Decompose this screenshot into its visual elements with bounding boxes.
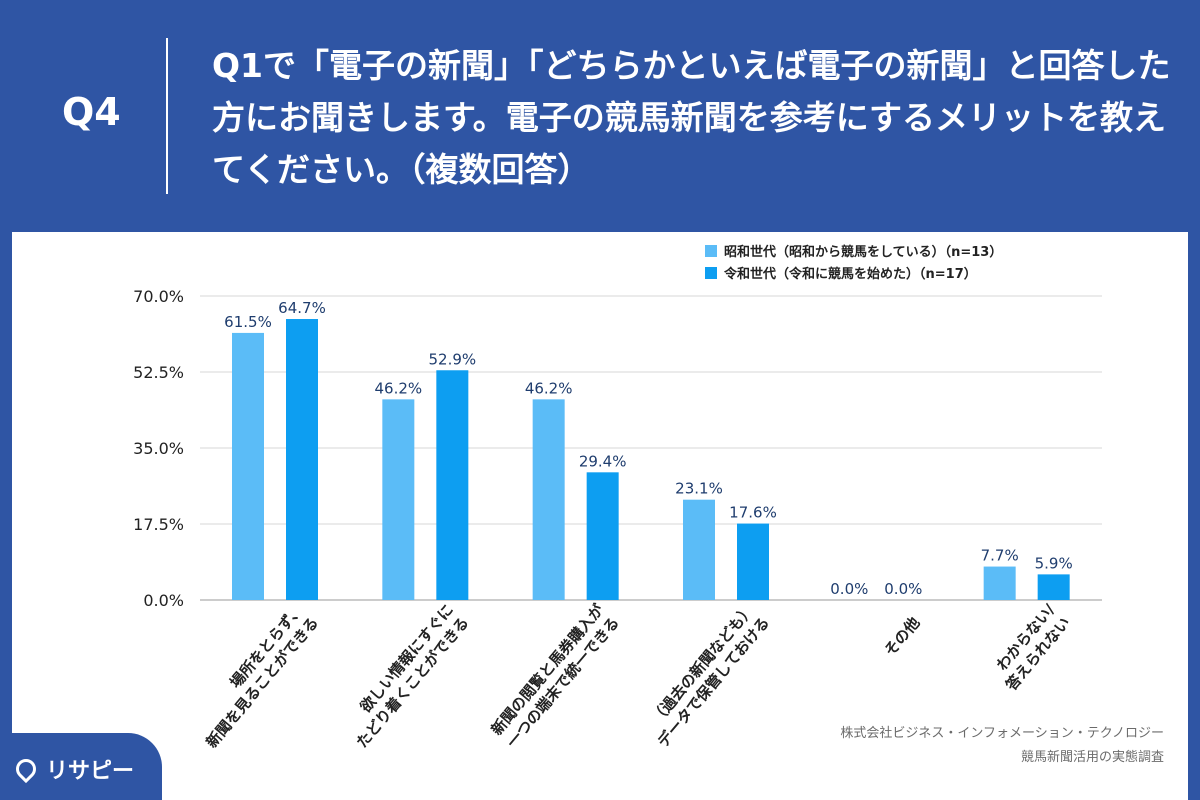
- bar: [1037, 574, 1070, 600]
- data-label: 29.4%: [579, 452, 627, 470]
- x-tick-label: （過去の新聞なども）データで保管しておける: [648, 601, 774, 751]
- x-tick-label-line: その他: [881, 614, 924, 660]
- x-tick-label-line: 新聞の閲覧と馬券購入が: [488, 600, 608, 739]
- bar: [382, 399, 415, 600]
- bar: [532, 399, 565, 600]
- x-tick-label-line: データで保管しておける: [654, 614, 773, 751]
- data-label: 46.2%: [375, 379, 423, 397]
- bar: [232, 332, 264, 600]
- legend-label: 昭和世代（昭和から競馬をしている）（n=13）: [724, 244, 1002, 260]
- data-label: 0.0%: [830, 580, 868, 598]
- question-number: Q4: [62, 90, 121, 134]
- source-company: 株式会社ビジネス・インフォメーション・テクノロジー: [840, 726, 1164, 741]
- bar: [436, 370, 469, 600]
- brand-name: リサピー: [46, 759, 135, 784]
- data-label: 0.0%: [884, 580, 922, 598]
- y-tick-label: 17.5%: [133, 515, 184, 534]
- data-label: 52.9%: [429, 350, 477, 368]
- data-label: 64.7%: [278, 299, 326, 317]
- y-tick-label: 70.0%: [133, 287, 184, 306]
- x-tick-label: その他: [881, 614, 924, 660]
- data-label: 46.2%: [525, 379, 573, 397]
- data-label: 61.5%: [224, 313, 272, 331]
- x-tick-label-line: 一つの端末で統一できる: [503, 614, 623, 752]
- legend-label: 令和世代（令和に競馬を始めた）（n=17）: [724, 266, 977, 282]
- question-text: Q1で「電子の新聞」「どちらかといえば電子の新聞」と回答した方にお聞きします。電…: [212, 46, 1171, 189]
- bar: [586, 472, 619, 600]
- bar: [737, 523, 769, 600]
- y-tick-label: 52.5%: [133, 363, 184, 382]
- source-survey: 競馬新聞活用の実態調査: [1020, 750, 1164, 765]
- x-tick-label-line: たどり着くことができる: [353, 614, 473, 752]
- header-divider: [166, 38, 168, 194]
- data-label: 23.1%: [675, 480, 723, 498]
- x-tick-label: わからない/答えられない: [993, 600, 1074, 694]
- x-tick-label: 場所をとらず、新聞を見ることができる: [202, 601, 322, 752]
- bar: [683, 499, 715, 600]
- bar: [983, 566, 1016, 600]
- data-label: 17.6%: [729, 504, 777, 522]
- brand-badge: リサピー: [0, 733, 162, 800]
- legend-swatch: [705, 267, 717, 279]
- y-tick-label: 35.0%: [133, 439, 184, 458]
- bar: [286, 319, 318, 600]
- data-label: 5.9%: [1035, 554, 1073, 572]
- y-tick-label: 0.0%: [143, 591, 184, 610]
- legend-swatch: [705, 245, 717, 257]
- location-pin-icon: [11, 754, 41, 784]
- x-tick-label-line: 新聞を見ることができる: [202, 614, 322, 752]
- header: Q4 Q1で「電子の新聞」「どちらかといえば電子の新聞」と回答した方にお聞きしま…: [0, 0, 1200, 228]
- data-label: 7.7%: [981, 547, 1019, 565]
